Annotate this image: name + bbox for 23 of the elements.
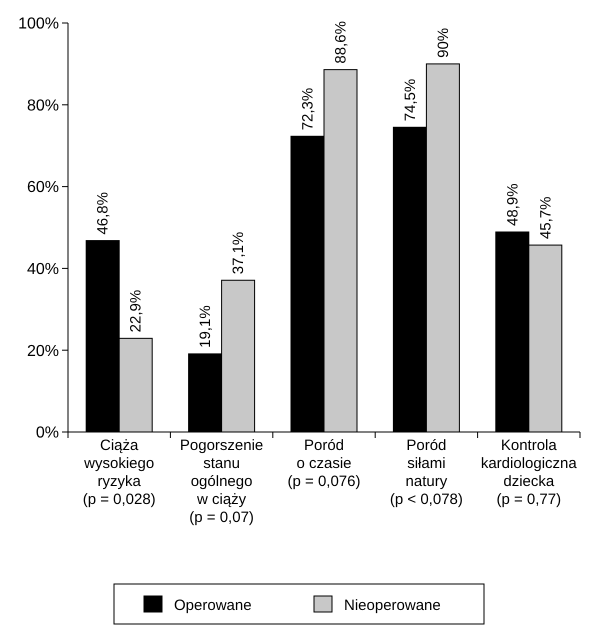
data-label: 88,6% — [332, 21, 350, 64]
x-tick-label: Poród o czasie (p = 0,076) — [288, 437, 360, 490]
data-label: 74,5% — [402, 78, 419, 122]
x-tick-label: Pogorszenie stanu ogólnego w ciąży (p = 0,07) — [180, 437, 264, 526]
data-label: 22,9% — [128, 290, 145, 332]
data-label: 45,7% — [537, 196, 554, 240]
y-tick-label: 80% — [26, 97, 59, 114]
y-tick-label: 40% — [26, 261, 59, 278]
legend-label: Operowane — [174, 597, 252, 614]
data-label: 19,1% — [197, 305, 214, 348]
data-label: 37,1% — [230, 232, 248, 274]
y-tick-label: 0% — [36, 424, 59, 442]
legend-label: Nieoperowane — [344, 597, 441, 614]
data-label: 90% — [434, 28, 452, 58]
y-tick-label: 20% — [26, 342, 59, 360]
x-tick-label: Ciąża wysokiego ryzyka (p = 0,028) — [82, 437, 156, 508]
x-tick-label: Poród siłami natury (p < 0,078) — [390, 437, 463, 508]
data-label: 48,9% — [504, 183, 522, 226]
x-tick-label: Kontrola kardiologiczna dziecka (p = 0,77) — [480, 437, 578, 508]
y-tick-label: 100% — [18, 16, 59, 33]
data-label: 46,8% — [94, 192, 112, 235]
data-label: 72,3% — [300, 88, 316, 130]
y-tick-label: 60% — [26, 179, 59, 196]
